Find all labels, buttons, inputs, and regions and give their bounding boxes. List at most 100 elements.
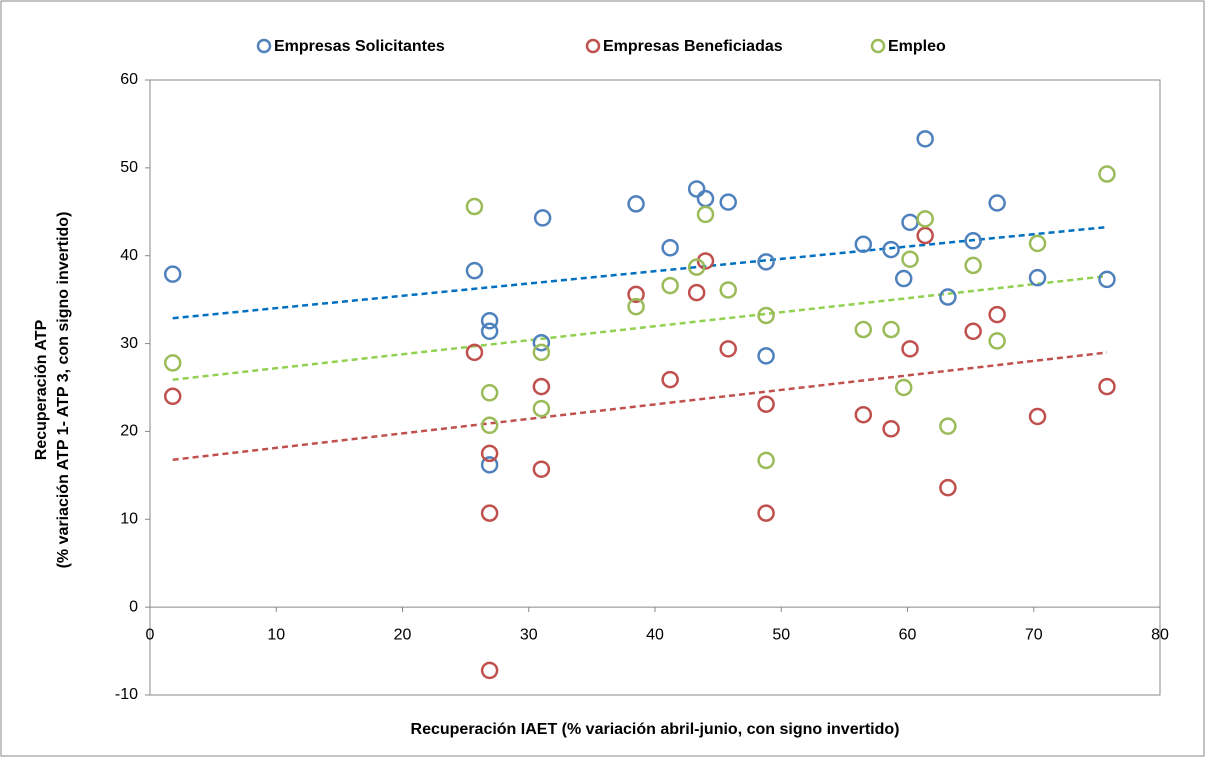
point — [532, 399, 551, 418]
point — [854, 320, 873, 339]
legend-label: Empresas Solicitantes — [274, 38, 445, 55]
point — [687, 180, 706, 198]
point — [916, 210, 934, 228]
y-tick-label: 10 — [120, 511, 138, 528]
plot-area — [149, 79, 1161, 696]
trendline — [172, 351, 1108, 462]
x-tick-label: 0 — [146, 626, 155, 643]
point — [719, 281, 737, 299]
point — [894, 378, 913, 397]
point — [901, 250, 919, 268]
point — [627, 195, 645, 213]
point — [533, 209, 552, 227]
point — [757, 253, 775, 271]
point — [163, 265, 182, 283]
point — [661, 276, 679, 295]
y-tick-label: 40 — [120, 247, 138, 264]
point — [480, 504, 499, 522]
point — [465, 343, 484, 362]
point — [964, 322, 982, 341]
point — [1028, 407, 1047, 426]
point — [916, 226, 934, 245]
point — [696, 205, 715, 224]
point — [532, 333, 551, 352]
point — [757, 395, 775, 413]
point — [894, 269, 913, 288]
point — [939, 478, 957, 497]
point — [465, 197, 484, 216]
point — [964, 232, 982, 250]
point — [854, 235, 873, 254]
x-tick-label: 20 — [394, 626, 412, 643]
point — [687, 283, 706, 302]
point — [480, 416, 499, 435]
point — [163, 387, 182, 406]
x-tick-label: 30 — [520, 626, 538, 643]
point — [687, 258, 706, 276]
point — [532, 343, 551, 362]
point — [480, 444, 499, 463]
point — [1098, 377, 1116, 396]
point — [988, 332, 1006, 350]
legend-label: Empleo — [888, 38, 946, 55]
point — [757, 347, 775, 365]
point — [1028, 234, 1047, 253]
point — [757, 504, 775, 522]
point — [163, 354, 182, 372]
legend-marker — [256, 38, 272, 54]
point — [901, 340, 919, 358]
point — [480, 456, 499, 474]
point — [1098, 165, 1116, 183]
y-tick-label: 50 — [120, 159, 138, 176]
point — [988, 305, 1006, 324]
x-axis-label: Recuperación IAET (% variación abril-jun… — [411, 721, 900, 738]
point — [532, 460, 551, 478]
point — [854, 405, 873, 424]
x-tick-label: 80 — [1151, 626, 1169, 643]
y-tick-label: -10 — [115, 686, 138, 703]
point — [480, 311, 499, 330]
legend-label: Empresas Beneficiadas — [603, 38, 783, 55]
point — [882, 320, 900, 339]
point — [661, 239, 679, 257]
trendline — [172, 274, 1108, 381]
point — [882, 240, 900, 259]
point — [916, 130, 934, 148]
y-tick-label: 60 — [120, 71, 138, 88]
point — [939, 417, 957, 435]
point — [757, 451, 775, 470]
point — [988, 194, 1006, 212]
point — [480, 384, 499, 402]
y-axis-label: Recuperación ATP — [33, 319, 50, 460]
x-tick-label: 70 — [1025, 626, 1043, 643]
y-tick-label: 30 — [120, 335, 138, 352]
point — [465, 261, 484, 280]
point — [627, 285, 645, 304]
point — [480, 322, 499, 341]
x-tick-label: 50 — [772, 626, 790, 643]
y-tick-label: 0 — [129, 598, 138, 615]
point — [1028, 268, 1047, 287]
y-tick-label: 20 — [120, 423, 138, 440]
point — [719, 193, 737, 211]
point — [719, 340, 737, 358]
x-tick-label: 60 — [899, 626, 917, 643]
point — [480, 661, 499, 680]
y-axis-label: (% variación ATP 1- ATP 3, con signo inv… — [55, 212, 72, 569]
legend-marker — [870, 38, 886, 54]
point — [964, 256, 982, 275]
x-tick-label: 40 — [646, 626, 664, 643]
point — [882, 420, 900, 438]
trendline — [172, 225, 1108, 320]
point — [627, 297, 645, 316]
point — [757, 306, 775, 325]
point — [939, 288, 957, 306]
point — [661, 370, 679, 389]
point — [1098, 270, 1116, 289]
point — [532, 377, 551, 396]
legend-marker — [585, 38, 601, 54]
x-tick-label: 10 — [267, 626, 285, 643]
